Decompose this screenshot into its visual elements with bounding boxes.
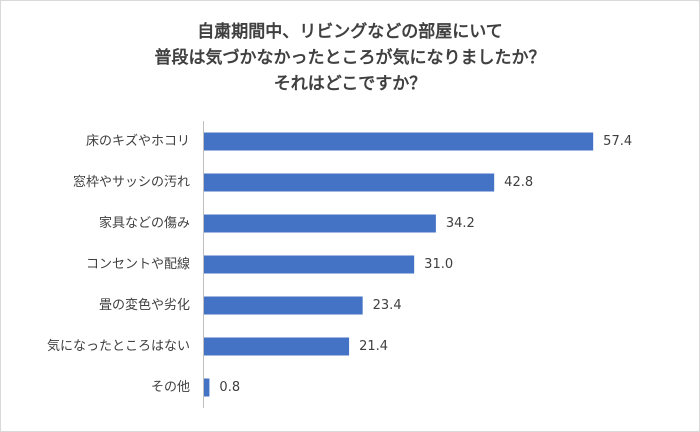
category-label: 窓枠やサッシの汚れ bbox=[73, 174, 190, 190]
data-label: 31.0 bbox=[424, 257, 453, 272]
data-label: 21.4 bbox=[359, 339, 388, 354]
data-label: 0.8 bbox=[219, 380, 240, 395]
category-label: 気になったところはない bbox=[47, 338, 190, 354]
data-label: 23.4 bbox=[373, 298, 402, 313]
bar bbox=[204, 296, 363, 315]
bar bbox=[204, 337, 350, 356]
bar bbox=[204, 214, 436, 233]
bar bbox=[204, 255, 415, 274]
category-label: 畳の変色や劣化 bbox=[99, 297, 190, 313]
category-label: コンセントや配線 bbox=[86, 256, 190, 272]
category-label: 床のキズやホコリ bbox=[86, 133, 190, 149]
bar bbox=[204, 378, 210, 397]
category-label: 家具などの傷み bbox=[99, 215, 190, 231]
chart-title: それはどこですか？ bbox=[274, 74, 427, 94]
category-label: その他 bbox=[151, 380, 190, 395]
data-label: 34.2 bbox=[446, 216, 475, 231]
chart-title: 普段は気づかなかったところが気になりましたか？ bbox=[155, 47, 546, 68]
bar bbox=[204, 132, 594, 151]
data-label: 42.8 bbox=[504, 175, 533, 190]
bar bbox=[204, 173, 495, 192]
chart-title: 自粛期間中、リビングなどの部屋にいて bbox=[197, 21, 503, 42]
data-label: 57.4 bbox=[603, 134, 632, 149]
